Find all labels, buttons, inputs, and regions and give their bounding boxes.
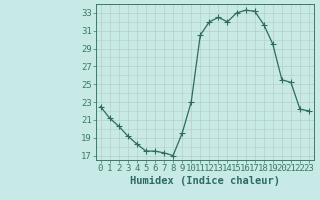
X-axis label: Humidex (Indice chaleur): Humidex (Indice chaleur) [130,176,280,186]
